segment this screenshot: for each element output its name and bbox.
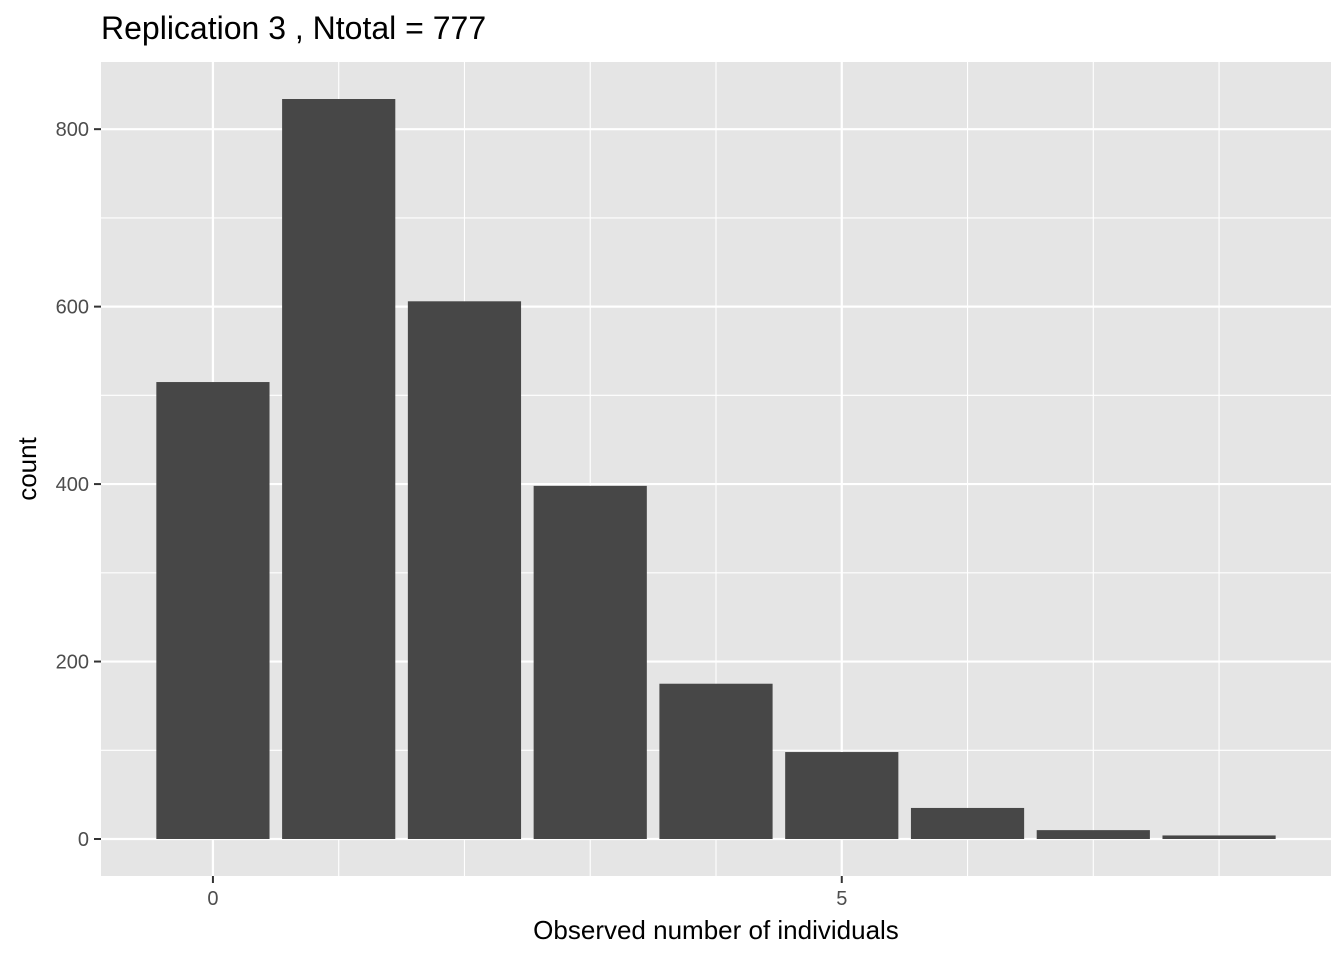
bar	[659, 683, 773, 839]
bar	[156, 382, 270, 839]
y-axis-title: count	[12, 436, 42, 500]
y-tick-label: 400	[56, 474, 89, 496]
x-axis-title: Observed number of individuals	[533, 915, 899, 945]
bar	[910, 807, 1025, 839]
bar	[785, 752, 899, 839]
y-tick-label: 200	[56, 652, 89, 674]
bars	[156, 99, 1276, 840]
y-tick-label: 600	[56, 297, 89, 319]
x-tick-label: 0	[207, 888, 218, 910]
bar	[533, 485, 647, 839]
x-tick-label: 5	[836, 888, 847, 910]
bar	[282, 99, 396, 839]
bar	[1162, 835, 1276, 839]
y-tick-label: 800	[56, 119, 89, 141]
y-tick-label: 0	[78, 829, 89, 851]
chart-title: Replication 3 , Ntotal = 777	[101, 10, 486, 46]
bar	[1036, 830, 1150, 839]
axes: 0 200 400 600 800 0 5	[56, 119, 848, 910]
bar	[407, 301, 522, 840]
